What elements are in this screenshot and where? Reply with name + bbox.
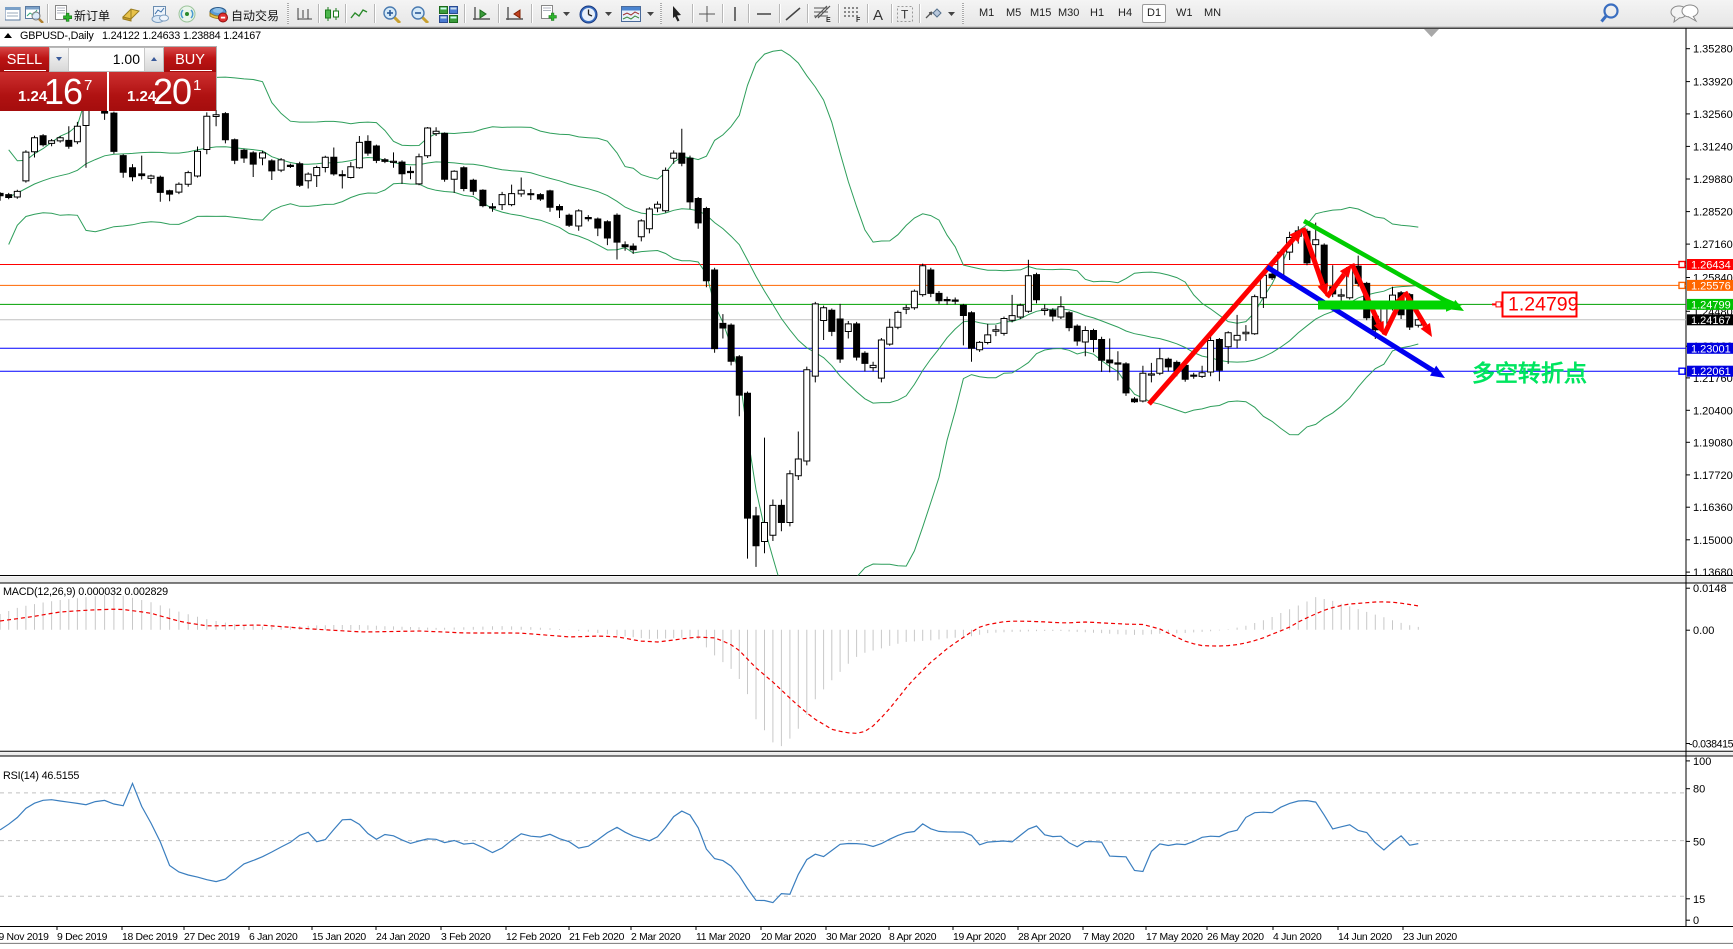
svg-text:1.20400: 1.20400 bbox=[1693, 405, 1733, 417]
svg-text:1.13680: 1.13680 bbox=[1693, 567, 1733, 579]
svg-text:1.17720: 1.17720 bbox=[1693, 470, 1733, 482]
svg-text:11 Mar 2020: 11 Mar 2020 bbox=[696, 932, 751, 943]
svg-text:1.22061: 1.22061 bbox=[1691, 366, 1731, 378]
svg-text:0.00: 0.00 bbox=[1693, 625, 1714, 637]
svg-text:6 Jan 2020: 6 Jan 2020 bbox=[249, 932, 298, 943]
svg-text:1.35280: 1.35280 bbox=[1693, 44, 1733, 56]
svg-text:29 Nov 2019: 29 Nov 2019 bbox=[0, 932, 49, 943]
svg-text:9 Dec 2019: 9 Dec 2019 bbox=[57, 932, 108, 943]
svg-text:26 May 2020: 26 May 2020 bbox=[1207, 932, 1264, 943]
svg-text:MACD(12,26,9) 0.000032 0.00282: MACD(12,26,9) 0.000032 0.002829 bbox=[3, 586, 168, 598]
svg-text:1.19080: 1.19080 bbox=[1693, 437, 1733, 449]
svg-text:3 Feb 2020: 3 Feb 2020 bbox=[441, 932, 491, 943]
svg-text:1.32560: 1.32560 bbox=[1693, 109, 1733, 121]
svg-text:1.28520: 1.28520 bbox=[1693, 207, 1733, 219]
svg-text:15 Jan 2020: 15 Jan 2020 bbox=[312, 932, 366, 943]
svg-text:20 Mar 2020: 20 Mar 2020 bbox=[761, 932, 817, 943]
svg-text:100: 100 bbox=[1693, 756, 1711, 768]
svg-text:27 Dec 2019: 27 Dec 2019 bbox=[184, 932, 240, 943]
svg-text:19 Apr 2020: 19 Apr 2020 bbox=[953, 932, 1006, 943]
svg-text:1.31240: 1.31240 bbox=[1693, 141, 1733, 153]
svg-text:1.27160: 1.27160 bbox=[1693, 239, 1733, 251]
svg-text:1.29880: 1.29880 bbox=[1693, 174, 1733, 186]
svg-text:28 Apr 2020: 28 Apr 2020 bbox=[1018, 932, 1071, 943]
svg-text:80: 80 bbox=[1693, 784, 1705, 796]
svg-text:12 Feb 2020: 12 Feb 2020 bbox=[506, 932, 562, 943]
svg-text:1.25576: 1.25576 bbox=[1691, 280, 1731, 292]
svg-text:18 Dec 2019: 18 Dec 2019 bbox=[122, 932, 178, 943]
svg-text:24 Jan 2020: 24 Jan 2020 bbox=[376, 932, 430, 943]
svg-text:1.16360: 1.16360 bbox=[1693, 502, 1733, 514]
svg-text:2 Mar 2020: 2 Mar 2020 bbox=[631, 932, 681, 943]
svg-text:23 Jun 2020: 23 Jun 2020 bbox=[1403, 932, 1457, 943]
svg-text:RSI(14) 46.5155: RSI(14) 46.5155 bbox=[3, 770, 79, 782]
svg-text:15: 15 bbox=[1693, 894, 1705, 906]
svg-text:-0.038415: -0.038415 bbox=[1689, 739, 1733, 751]
svg-text:0.0148: 0.0148 bbox=[1693, 583, 1727, 595]
svg-text:A: A bbox=[873, 7, 883, 22]
svg-text:GBPUSD-,Daily 1.24122 1.2463: GBPUSD-,Daily 1.24122 1.24633 1.23884 1.… bbox=[20, 30, 261, 42]
svg-text:17 May 2020: 17 May 2020 bbox=[1146, 932, 1203, 943]
svg-text:21 Feb 2020: 21 Feb 2020 bbox=[569, 932, 625, 943]
svg-text:1.15000: 1.15000 bbox=[1693, 535, 1733, 547]
svg-text:1.24799: 1.24799 bbox=[1508, 294, 1579, 316]
svg-text:1.24167: 1.24167 bbox=[1691, 315, 1731, 327]
svg-text:50: 50 bbox=[1693, 836, 1705, 848]
svg-text:30 Mar 2020: 30 Mar 2020 bbox=[826, 932, 882, 943]
svg-text:4 Jun 2020: 4 Jun 2020 bbox=[1273, 932, 1322, 943]
svg-text:8 Apr 2020: 8 Apr 2020 bbox=[889, 932, 937, 943]
svg-text:1.23001: 1.23001 bbox=[1691, 343, 1731, 355]
svg-text:E: E bbox=[826, 17, 831, 23]
svg-text:1.26434: 1.26434 bbox=[1691, 260, 1731, 272]
svg-text:1.33920: 1.33920 bbox=[1693, 77, 1733, 89]
svg-text:7 May 2020: 7 May 2020 bbox=[1083, 932, 1135, 943]
svg-text:14 Jun 2020: 14 Jun 2020 bbox=[1338, 932, 1392, 943]
svg-text:0: 0 bbox=[1693, 915, 1699, 927]
svg-text:T: T bbox=[901, 8, 909, 22]
svg-text:F: F bbox=[856, 17, 861, 23]
svg-text:1.24799: 1.24799 bbox=[1691, 299, 1731, 311]
svg-text:多空转折点: 多空转折点 bbox=[1472, 360, 1587, 386]
